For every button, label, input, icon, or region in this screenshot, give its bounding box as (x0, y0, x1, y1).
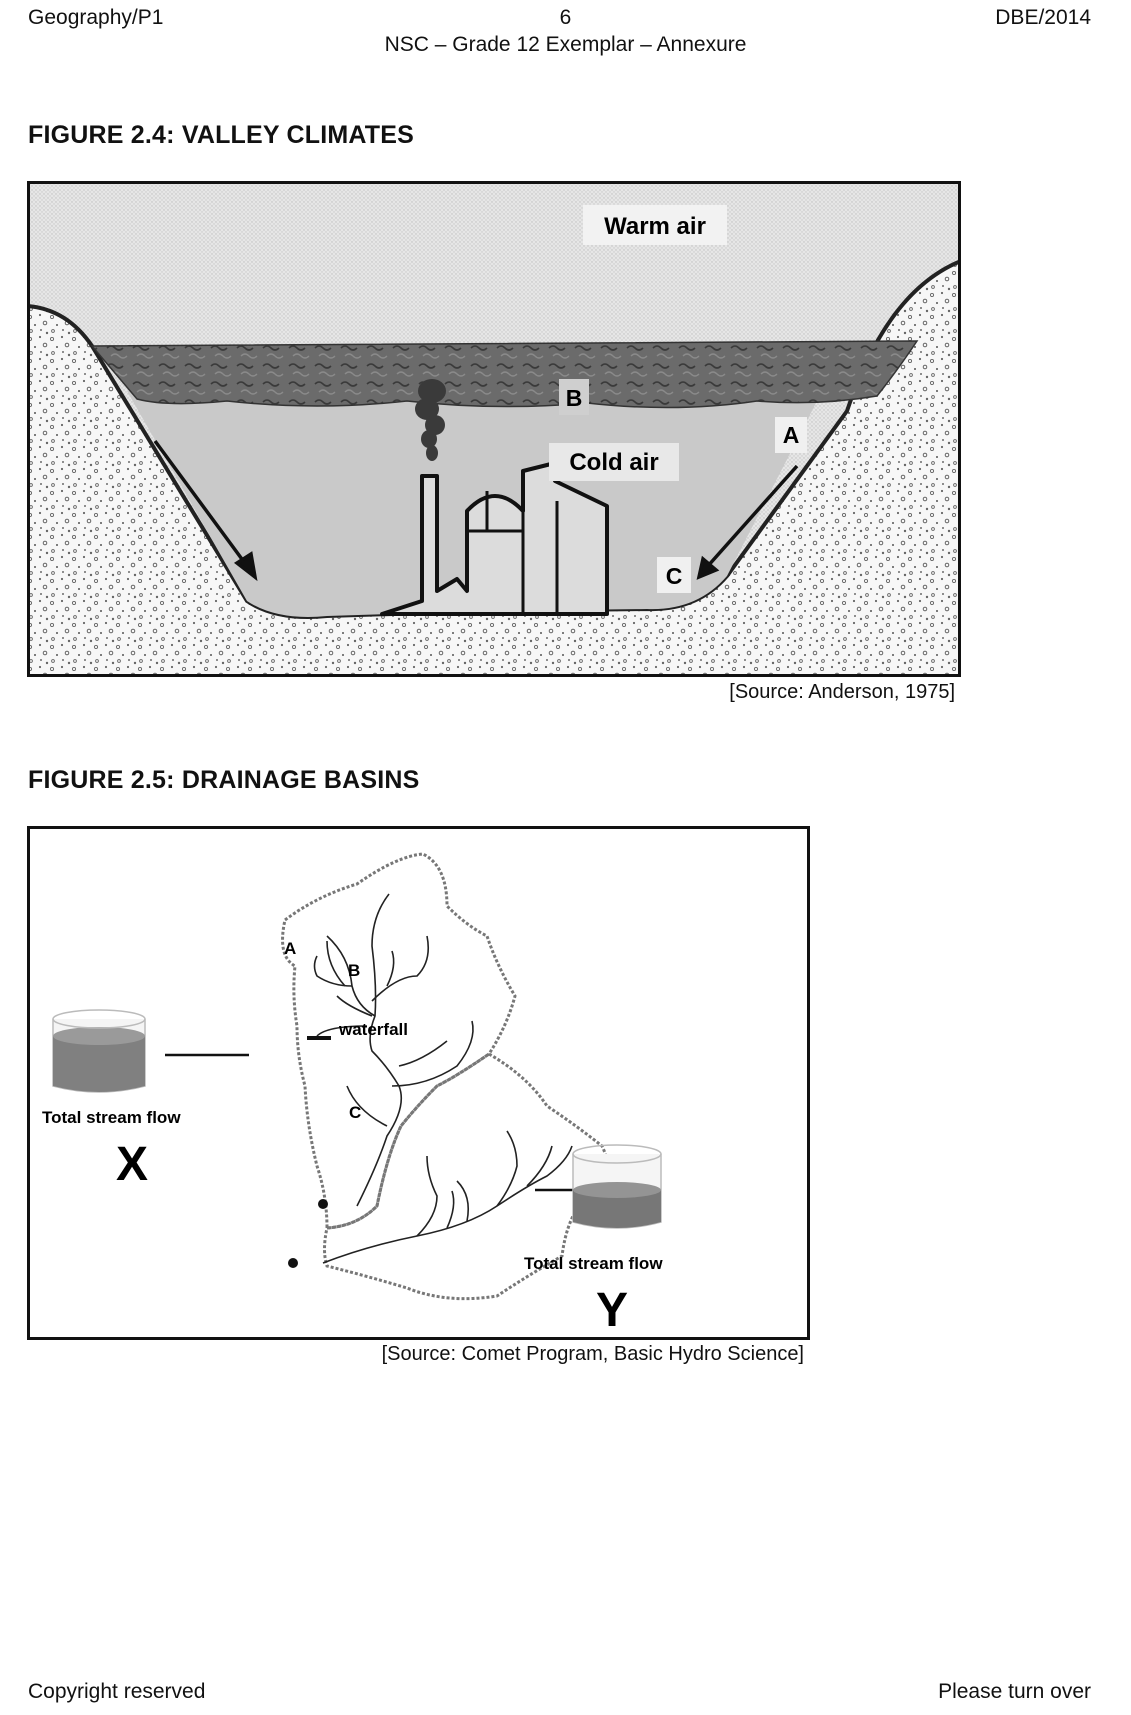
flow-y-letter: Y (596, 1284, 628, 1337)
flow-y-label: Total stream flow (524, 1254, 663, 1273)
outlet-point-x (318, 1199, 328, 1209)
smoke-plume (415, 379, 446, 461)
header-subtitle: NSC – Grade 12 Exemplar – Annexure (384, 33, 747, 56)
left-downslope-arrow (153, 439, 249, 568)
drainage-basins-diagram: waterfall A B C Total stream flow X Tota… (27, 826, 810, 1340)
figure-2-4-source: [Source: Anderson, 1975] (729, 681, 955, 703)
stream-network-y (322, 1130, 573, 1264)
warm-air-label: Warm air (604, 213, 706, 240)
label-a-box (775, 417, 807, 453)
figure-2-4-title: FIGURE 2.4: VALLEY CLIMATES (28, 121, 414, 149)
valley-climates-diagram: Warm air B Cold air A C (27, 181, 961, 677)
footer-copyright: Copyright reserved (28, 1680, 206, 1703)
right-downslope-arrow (705, 464, 799, 569)
stream-b (371, 935, 430, 1002)
basin-label-c: C (349, 1103, 361, 1122)
basin-x-boundary (281, 852, 517, 1230)
basin-label-a: A (284, 939, 296, 958)
outlet-point-y (288, 1258, 298, 1268)
header-page-number: 6 (559, 6, 572, 29)
left-arrow-head (233, 551, 258, 582)
label-c-box (657, 557, 691, 593)
stream-flow-cylinder-x (52, 1009, 146, 1093)
basin-label-b: B (348, 961, 360, 980)
waterfall-label: waterfall (338, 1020, 408, 1039)
flow-x-letter: X (116, 1138, 148, 1191)
stream-flow-cylinder-y (572, 1144, 662, 1229)
footer-turn-over: Please turn over (938, 1680, 1091, 1703)
header-paper-code: Geography/P1 (28, 6, 164, 29)
warm-air-label-box (583, 205, 727, 245)
label-c: C (666, 563, 683, 589)
stream-network-x (313, 893, 474, 1207)
figure-2-5-source: [Source: Comet Program, Basic Hydro Scie… (381, 1343, 804, 1365)
right-arrow-head (696, 555, 720, 580)
cold-air-label: Cold air (569, 449, 658, 476)
katabatic-wind-arrows (153, 439, 799, 582)
figure-2-5-title: FIGURE 2.5: DRAINAGE BASINS (28, 766, 420, 794)
cold-air-label-box (549, 443, 679, 481)
label-b-box (559, 379, 589, 415)
header-dbe-year: DBE/2014 (995, 6, 1091, 29)
flow-x-label: Total stream flow (42, 1108, 181, 1127)
label-a: A (783, 422, 800, 448)
inversion-smog-layer-b (90, 340, 919, 409)
figure-2-4-frame (27, 181, 961, 677)
label-b: B (566, 385, 583, 411)
